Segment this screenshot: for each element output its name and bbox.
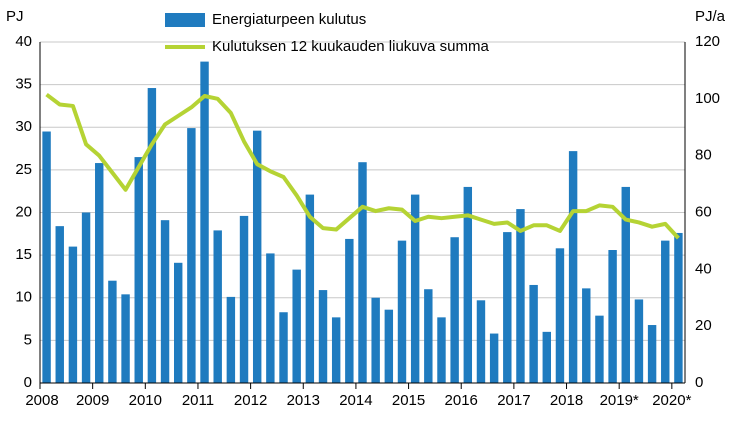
bar <box>661 240 670 383</box>
bar <box>542 331 551 383</box>
bar <box>305 194 315 383</box>
bar <box>252 130 262 383</box>
bar <box>555 248 565 383</box>
y-tick-label: 35 <box>15 76 32 93</box>
bar <box>81 212 91 383</box>
x-tick-label: 2017 <box>497 392 530 409</box>
x-tick-label: 2012 <box>234 392 267 409</box>
bar <box>674 232 683 383</box>
bar <box>213 230 222 383</box>
line <box>45 92 680 240</box>
y-axis-title: PJ <box>6 8 24 25</box>
x-tick-label: 2016 <box>445 392 478 409</box>
bar <box>608 250 617 383</box>
bar <box>647 325 657 383</box>
bar <box>424 289 433 383</box>
x-tick-label: 2018 <box>550 392 583 409</box>
bar <box>292 269 301 383</box>
bar <box>174 262 183 383</box>
bar <box>160 220 170 383</box>
x-tick-label: 2015 <box>392 392 425 409</box>
y-tick-label: 40 <box>15 33 32 50</box>
bar <box>384 309 394 383</box>
bar <box>318 290 328 383</box>
y2-axis-title: PJ/a <box>695 8 726 25</box>
x-tick-label: 2013 <box>287 392 320 409</box>
y-tick-label: 15 <box>15 246 32 263</box>
legend-label: Energiaturpeen kulutus <box>212 11 366 28</box>
bar <box>42 131 51 383</box>
y2-tick-label: 80 <box>695 147 712 164</box>
bar <box>358 162 367 383</box>
x-tick-label: 2009 <box>76 392 109 409</box>
x-tick-label: 2008 <box>25 392 58 409</box>
y-tick-label: 0 <box>24 374 32 391</box>
bar <box>450 237 459 383</box>
bar <box>489 333 499 383</box>
bar <box>239 215 249 383</box>
bar <box>279 312 288 383</box>
bar <box>582 288 591 383</box>
bar <box>621 186 630 383</box>
bar <box>68 246 78 383</box>
bar <box>634 299 644 383</box>
bar <box>266 253 275 383</box>
bar <box>397 240 407 383</box>
y-tick-label: 5 <box>24 331 32 348</box>
bar <box>226 296 236 383</box>
bar <box>345 238 354 383</box>
y2-tick-label: 100 <box>695 90 720 107</box>
bar <box>516 209 525 383</box>
bar <box>595 315 604 383</box>
bar <box>187 128 196 383</box>
bar <box>55 226 64 383</box>
y-tick-label: 30 <box>15 118 32 135</box>
bar <box>371 297 380 383</box>
bar <box>476 300 486 383</box>
bar <box>437 317 446 383</box>
legend-swatch <box>165 13 205 27</box>
x-tick-label: 2011 <box>182 392 214 409</box>
y2-tick-label: 60 <box>695 203 712 220</box>
x-tick-label: 2019* <box>600 392 639 409</box>
y-tick-label: 20 <box>15 203 32 220</box>
bar <box>147 88 157 383</box>
y2-tick-label: 40 <box>695 260 712 277</box>
bar <box>529 284 538 383</box>
y2-tick-label: 120 <box>695 33 720 50</box>
y-tick-label: 25 <box>15 161 32 178</box>
bar <box>108 280 117 383</box>
x-tick-label: 2014 <box>339 392 372 409</box>
bar <box>331 317 341 383</box>
bar <box>95 163 104 383</box>
bar <box>568 151 578 383</box>
legend-label: Kulutuksen 12 kuukauden liukuva summa <box>212 38 489 55</box>
bar <box>134 157 143 383</box>
bar <box>121 294 130 383</box>
bar <box>463 186 473 383</box>
y-tick-label: 10 <box>15 289 32 306</box>
x-tick-label: 2010 <box>129 392 162 409</box>
bar <box>503 232 512 383</box>
x-tick-label: 2020* <box>652 392 691 409</box>
bar <box>200 61 209 384</box>
bar <box>410 194 420 383</box>
y2-tick-label: 0 <box>695 374 703 391</box>
y2-tick-label: 20 <box>695 317 712 334</box>
